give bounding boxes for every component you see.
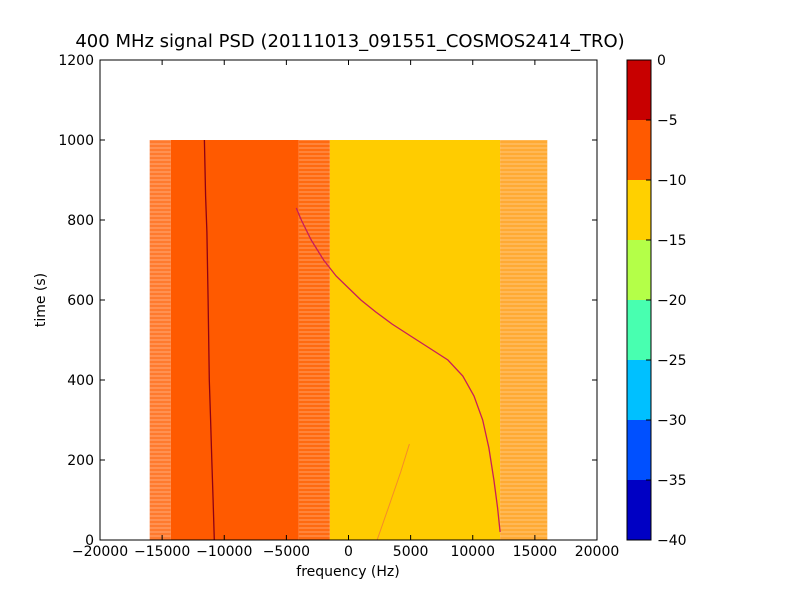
x-tick-label: −20000: [72, 544, 128, 560]
colorbar-level-0: [627, 480, 651, 540]
x-tick-label: −5000: [263, 544, 310, 560]
x-axis-label: frequency (Hz): [296, 564, 399, 580]
psd-band-1: [170, 140, 299, 540]
colorbar-tick-label: −25: [657, 353, 687, 369]
psd-band-0: [149, 140, 171, 540]
x-tick-label: 0: [344, 544, 353, 560]
y-tick-label: 600: [67, 293, 94, 309]
chart-title: 400 MHz signal PSD (20111013_091551_COSM…: [75, 31, 624, 52]
colorbar-tick-label: −35: [657, 473, 687, 489]
colorbar-level-5: [627, 180, 651, 240]
psd-band-3: [329, 140, 501, 540]
colorbar-tick-label: −10: [657, 173, 687, 189]
axis-ticks: −20000 −15000 −10000 −5000 0 5000 10000 15000 20…: [58, 53, 619, 560]
colorbar: 0 −5 −10 −15 −20 −25 −30 −35 −40: [626, 53, 687, 549]
signal-trace-0: [203, 139, 215, 540]
colorbar-level-6: [627, 120, 651, 180]
y-tick-label: 0: [85, 533, 94, 549]
colorbar-level-2: [627, 360, 651, 420]
colorbar-tick-label: −20: [657, 293, 687, 309]
colorbar-level-1: [627, 420, 651, 480]
signal-trace-1: [295, 207, 501, 533]
x-tick-label: −15000: [134, 544, 190, 560]
colorbar-level-3: [627, 300, 651, 360]
colorbar-tick-label: 0: [657, 53, 666, 69]
colorbar-tick-label: −5: [657, 113, 678, 129]
x-tick-label: −10000: [196, 544, 252, 560]
y-tick-label: 1200: [58, 53, 94, 69]
colorbar-tick-label: −30: [657, 413, 687, 429]
x-tick-label: 15000: [513, 544, 558, 560]
colorbar-level-4: [627, 240, 651, 300]
y-axis-label: time (s): [33, 273, 49, 327]
y-tick-label: 200: [67, 453, 94, 469]
x-tick-label: 5000: [393, 544, 429, 560]
psd-band-2: [298, 140, 330, 540]
y-tick-label: 1000: [58, 133, 94, 149]
colorbar-level-7: [627, 60, 651, 120]
colorbar-tick-label: −15: [657, 233, 687, 249]
signal-trace-2: [376, 443, 410, 540]
psd-band-4: [500, 140, 548, 540]
x-tick-label: 20000: [575, 544, 620, 560]
y-tick-label: 800: [67, 213, 94, 229]
colorbar-tick-label: −40: [657, 533, 687, 549]
heatmap-area: [149, 139, 548, 540]
x-tick-label: 10000: [450, 544, 495, 560]
y-tick-label: 400: [67, 373, 94, 389]
